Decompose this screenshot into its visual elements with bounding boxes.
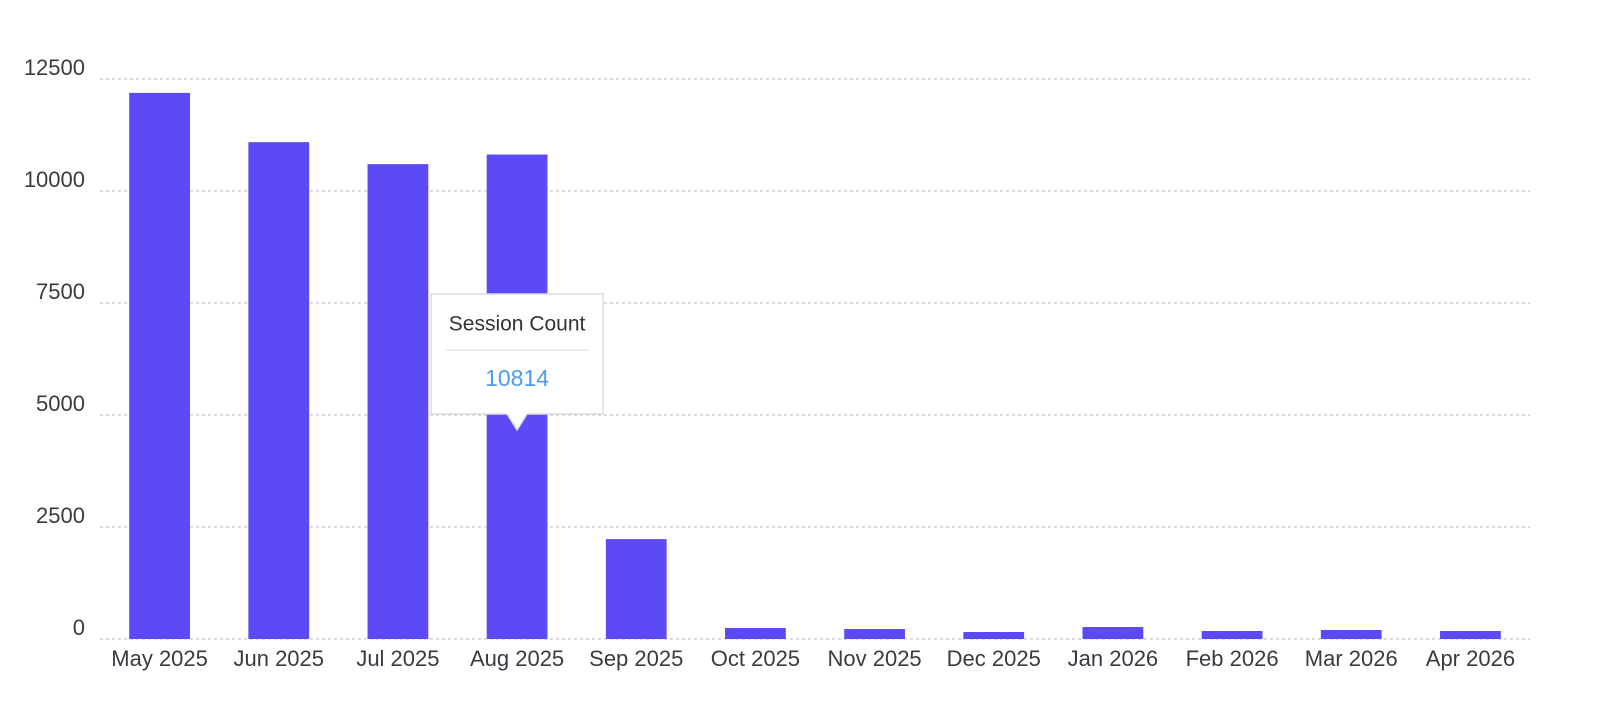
- x-tick-label: Mar 2026: [1305, 646, 1398, 671]
- tooltip: Session Count 10814: [430, 293, 604, 432]
- x-tick-label: May 2025: [111, 646, 208, 671]
- bar: [844, 629, 905, 639]
- x-tick-label: Sep 2025: [589, 646, 683, 671]
- x-tick-label: Jan 2026: [1068, 646, 1159, 671]
- y-tick-label: 5000: [36, 391, 85, 416]
- y-tick-label: 10000: [24, 167, 85, 192]
- bar: [725, 627, 786, 639]
- bar: [1440, 630, 1501, 639]
- y-tick-label: 2500: [36, 503, 85, 528]
- bar: [248, 142, 310, 639]
- tooltip-box: [430, 293, 604, 432]
- bar: [1201, 630, 1263, 639]
- bar: [963, 632, 1025, 639]
- x-tick-label: Aug 2025: [470, 646, 564, 671]
- y-tick-label: 7500: [36, 279, 85, 304]
- bar: [367, 164, 429, 639]
- tooltip-value: 10814: [485, 365, 549, 391]
- tooltip-title: Session Count: [449, 313, 586, 336]
- x-tick-label: Nov 2025: [827, 646, 921, 671]
- x-tick-label: Apr 2026: [1426, 646, 1515, 671]
- x-tick-label: Dec 2025: [947, 646, 1041, 671]
- bar: [1320, 629, 1382, 639]
- x-tick-label: Jul 2025: [356, 646, 439, 671]
- y-tick-label: 0: [73, 615, 85, 640]
- x-tick-label: Oct 2025: [711, 646, 800, 671]
- bar: [1082, 626, 1144, 639]
- x-tick-label: Jun 2025: [233, 646, 324, 671]
- x-tick-label: Feb 2026: [1186, 646, 1279, 671]
- bar: [605, 539, 667, 639]
- y-tick-label: 12500: [24, 55, 85, 80]
- bar: [129, 92, 190, 639]
